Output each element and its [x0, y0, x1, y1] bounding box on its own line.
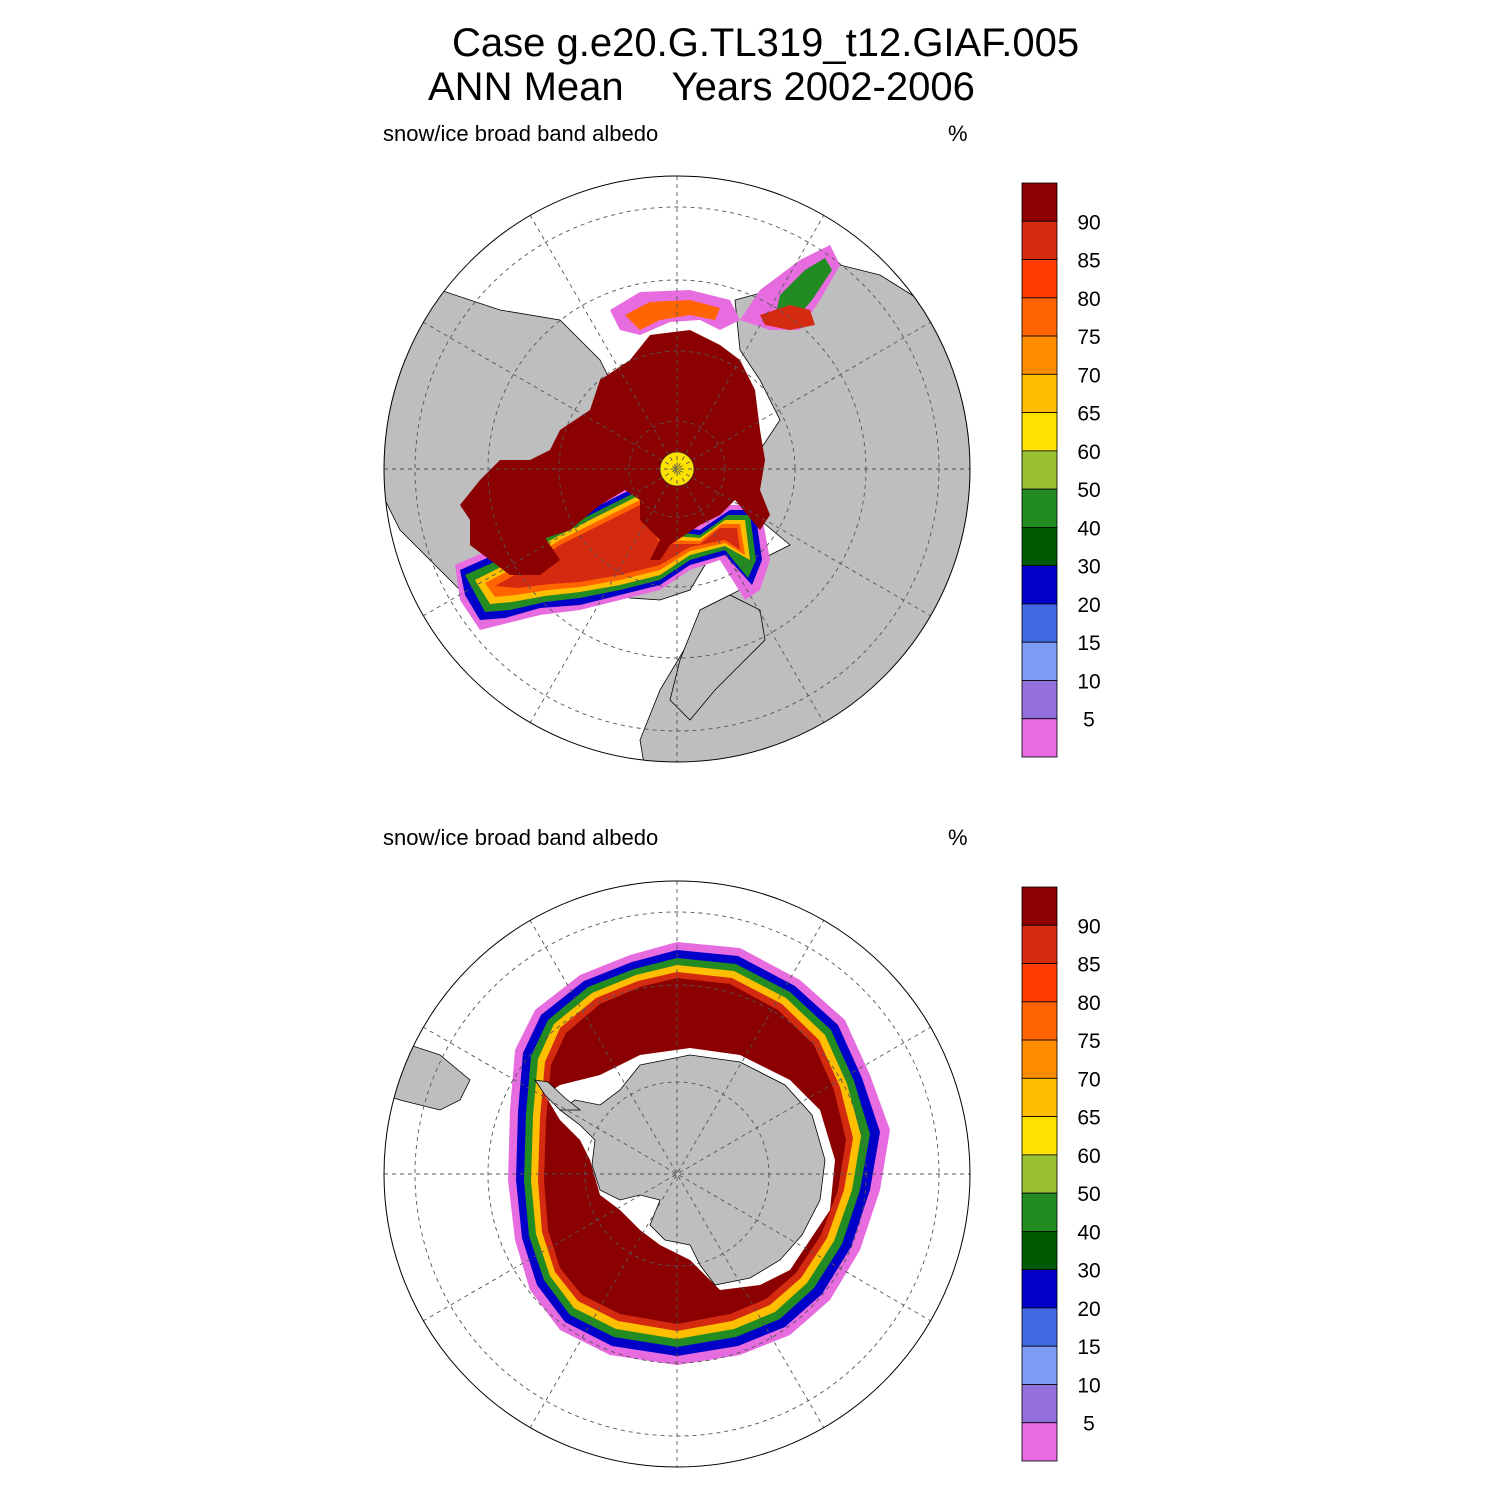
colorbar-tick-label: 60: [1077, 1145, 1100, 1168]
colorbar-swatch: [1021, 1422, 1058, 1462]
colorbar-tick-label: 5: [1083, 1413, 1095, 1436]
south-graticule: [384, 881, 970, 1467]
season-label: ANN Mean: [428, 65, 624, 109]
colorbar-tick-label: 5: [1083, 709, 1095, 732]
subtitle: ANN Mean Years 2002-2006: [428, 65, 975, 109]
colorbar-swatch: [1021, 1192, 1058, 1232]
colorbar-swatch: [1021, 259, 1058, 299]
colorbar-swatch: [1021, 924, 1058, 964]
south-map-layers: [384, 881, 970, 1467]
colorbar-tick-label: 85: [1077, 250, 1100, 273]
colorbar-swatch: [1021, 335, 1058, 375]
north-land-scandinavia: [669, 594, 766, 721]
north-central-ice: [460, 330, 770, 560]
north-variable-label: snow/ice broad band albedo: [383, 121, 659, 146]
colorbar-swatch: [1021, 373, 1058, 414]
colorbar-swatch: [1021, 565, 1058, 605]
colorbar-swatch: [1021, 1039, 1058, 1079]
colorbar-tick-label: 70: [1077, 364, 1100, 387]
colorbar-swatch: [1021, 450, 1058, 490]
colorbar-swatch: [1021, 297, 1058, 337]
south-land-antarctica: [559, 1054, 826, 1286]
colorbar-tick-label: 65: [1077, 403, 1100, 426]
colorbar-tick-label: 30: [1077, 1260, 1100, 1283]
colorbar-tick-label: 10: [1077, 670, 1100, 693]
colorbar-swatch: [1021, 220, 1058, 260]
colorbar-swatch: [1021, 1307, 1058, 1347]
colorbar-tick-label: 15: [1077, 1336, 1100, 1359]
north-polar-map: [383, 175, 971, 763]
colorbar-tick-label: 20: [1077, 594, 1100, 617]
colorbar-swatch: [1021, 718, 1058, 758]
colorbar-tick-label: 20: [1077, 1298, 1100, 1321]
colorbar-tick-label: 50: [1077, 1183, 1100, 1206]
colorbar-swatch: [1021, 1077, 1058, 1118]
main-title: Case g.e20.G.TL319_t12.GIAF.005: [452, 21, 1080, 65]
south-map-border: [383, 880, 971, 1468]
colorbar-swatch: [1021, 641, 1058, 681]
south-polar-map: [383, 880, 971, 1468]
colorbar-tick-label: 15: [1077, 632, 1100, 655]
colorbar-tick-label: 75: [1077, 1030, 1100, 1053]
colorbar-tick-label: 50: [1077, 479, 1100, 502]
colorbar-tick-label: 75: [1077, 326, 1100, 349]
colorbar-tick-label: 40: [1077, 1221, 1100, 1244]
colorbar-swatch: [1021, 412, 1058, 452]
colorbar-swatch: [1021, 1001, 1058, 1041]
colorbar-swatch: [1021, 886, 1058, 926]
colorbar-tick-label: 40: [1077, 517, 1100, 540]
colorbar-swatch: [1021, 680, 1058, 720]
colorbar-tick-label: 90: [1077, 211, 1100, 234]
colorbar-swatch: [1021, 1231, 1058, 1271]
colorbar-tick-label: 80: [1077, 992, 1100, 1015]
colorbar-swatch: [1021, 527, 1058, 567]
colorbar-swatch: [1021, 488, 1058, 528]
colorbar-swatch: [1021, 1269, 1058, 1309]
colorbar-tick-label: 10: [1077, 1374, 1100, 1397]
colorbar-tick-label: 70: [1077, 1068, 1100, 1091]
south-colorbar: 90 85 80 75 70 65 60 50 40 30 20 15 10 5: [1021, 886, 1101, 1462]
colorbar-tick-label: 30: [1077, 556, 1100, 579]
colorbar-swatch: [1021, 1116, 1058, 1156]
colorbar-tick-label: 80: [1077, 288, 1100, 311]
colorbar-tick-label: 65: [1077, 1107, 1100, 1130]
colorbar-swatch: [1021, 1154, 1058, 1194]
north-units-label: %: [948, 121, 968, 146]
north-map-border: [383, 175, 971, 763]
south-variable-label: snow/ice broad band albedo: [383, 825, 659, 850]
north-colorbar: 90 85 80 75 70 65 60 50 40 30 20 15 10 5: [1021, 182, 1101, 758]
north-graticule: [384, 176, 970, 762]
colorbar-swatch: [1021, 603, 1058, 643]
colorbar-tick-label: 60: [1077, 441, 1100, 464]
colorbar-tick-label: 85: [1077, 954, 1100, 977]
colorbar-swatch: [1021, 963, 1058, 1003]
colorbar-swatch: [1021, 1384, 1058, 1424]
colorbar-tick-label: 90: [1077, 915, 1100, 938]
colorbar-swatch: [1021, 182, 1058, 222]
colorbar-swatch: [1021, 1345, 1058, 1385]
south-units-label: %: [948, 825, 968, 850]
years-label: Years 2002-2006: [671, 65, 975, 109]
